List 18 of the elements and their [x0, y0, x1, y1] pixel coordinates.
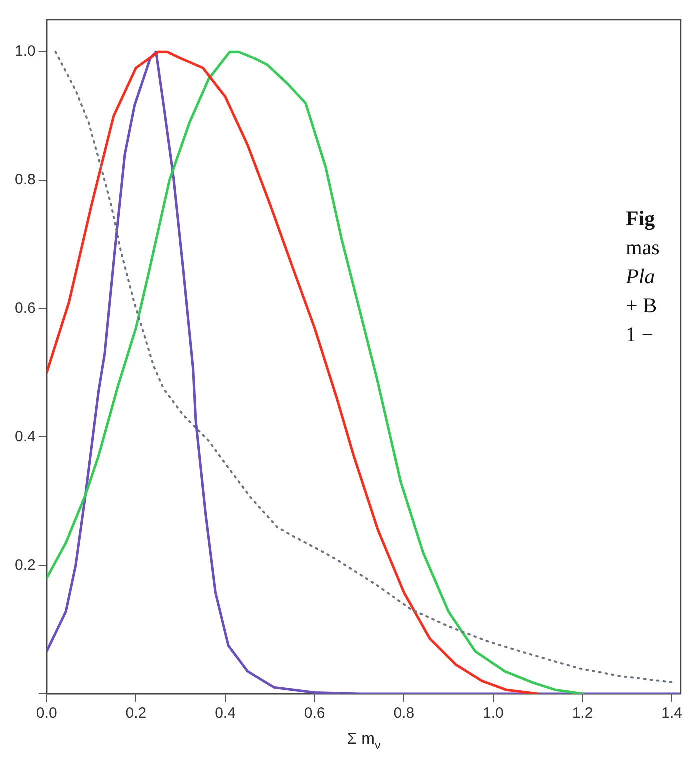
y-tick-label: 0.6: [14, 300, 36, 317]
annotation: + B: [626, 294, 658, 318]
annotation: mas: [626, 236, 660, 260]
x-tick-label: 1.2: [572, 705, 594, 722]
x-tick-label: 0.4: [215, 705, 236, 722]
x-tick-label: 1.0: [483, 705, 504, 722]
x-tick-label: 0.8: [394, 705, 415, 722]
x-tick-label: 0.6: [304, 705, 326, 722]
y-tick-label: 0.4: [14, 428, 36, 446]
x-tick-label: 0.0: [36, 705, 58, 722]
y-tick-label: 0.8: [14, 172, 36, 189]
annotation: 1 −: [626, 322, 654, 347]
annotation: Fig: [626, 206, 656, 230]
x-tick-label: 1.4: [662, 705, 682, 722]
y-tick-label: 1.0: [14, 43, 36, 60]
y-tick-label: 0.2: [14, 556, 36, 574]
annotation: Pla: [625, 264, 656, 289]
x-tick-label: 0.2: [126, 705, 147, 722]
